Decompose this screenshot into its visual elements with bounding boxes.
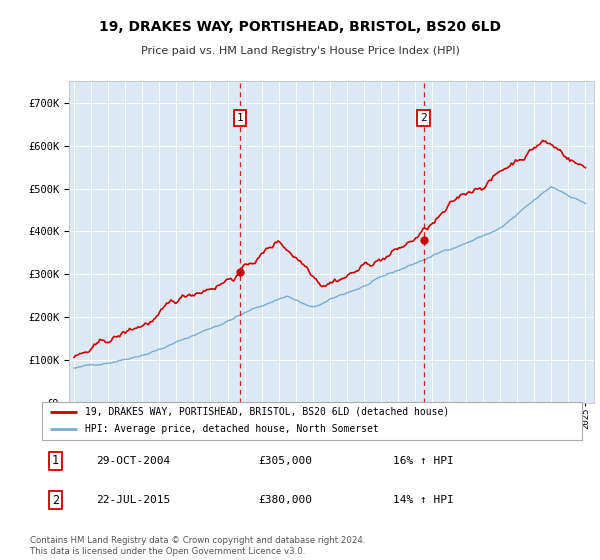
Text: 2: 2 [52,494,59,507]
Text: 1: 1 [52,454,59,467]
Text: 29-OCT-2004: 29-OCT-2004 [96,456,170,465]
Text: £305,000: £305,000 [258,456,312,465]
Text: £380,000: £380,000 [258,496,312,505]
Text: 19, DRAKES WAY, PORTISHEAD, BRISTOL, BS20 6LD: 19, DRAKES WAY, PORTISHEAD, BRISTOL, BS2… [99,20,501,34]
Text: 14% ↑ HPI: 14% ↑ HPI [393,496,454,505]
Text: 1: 1 [237,113,244,123]
Text: 16% ↑ HPI: 16% ↑ HPI [393,456,454,465]
Text: Price paid vs. HM Land Registry's House Price Index (HPI): Price paid vs. HM Land Registry's House … [140,46,460,57]
Text: HPI: Average price, detached house, North Somerset: HPI: Average price, detached house, Nort… [85,424,379,435]
Text: 19, DRAKES WAY, PORTISHEAD, BRISTOL, BS20 6LD (detached house): 19, DRAKES WAY, PORTISHEAD, BRISTOL, BS2… [85,407,449,417]
Text: 2: 2 [420,113,427,123]
FancyBboxPatch shape [42,402,582,440]
Text: Contains HM Land Registry data © Crown copyright and database right 2024.
This d: Contains HM Land Registry data © Crown c… [30,536,365,556]
Text: 22-JUL-2015: 22-JUL-2015 [96,496,170,505]
